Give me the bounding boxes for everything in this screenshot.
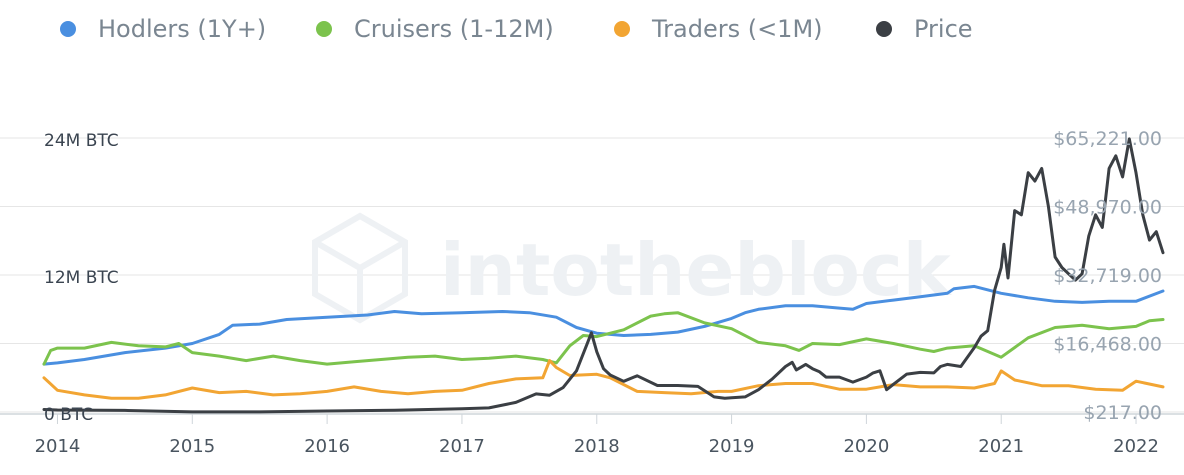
y-right-tick-label: $48,970.00 [1053,197,1162,219]
y-axis-left: 24M BTC 12M BTC 0 BTC [44,131,119,425]
legend-label: Hodlers (1Y+) [98,15,266,43]
legend-label: Cruisers (1-12M) [354,15,554,43]
legend-item-traders-1m[interactable]: Traders (<1M) [614,15,823,43]
y-right-tick-label: $16,468.00 [1053,334,1162,356]
x-tick-label: 2020 [843,436,889,457]
x-tick-label: 2016 [304,436,350,457]
legend-marker [60,21,76,37]
series-line-traders-1m [42,359,1165,400]
y-left-tick-label: 12M BTC [44,268,119,288]
y-left-tick-label: 0 BTC [44,405,93,425]
legend-marker [316,21,332,37]
series-line-price [42,137,1165,414]
x-tick-label: 2019 [709,436,755,457]
y-right-tick-label: $217.00 [1083,402,1162,424]
series-layer [42,137,1165,414]
legend-label: Traders (<1M) [651,15,823,43]
x-tick-label: 2021 [978,436,1024,457]
legend: Hodlers (1Y+) Cruisers (1-12M) Traders (<1… [60,15,973,43]
y-axis-right: $65,221.00 $48,970.00 $32,719.00 $16,468.00… [1053,128,1162,424]
x-tick-label: 2018 [574,436,620,457]
series-line-cruisers-1-12m [42,311,1165,366]
y-left-tick-label: 24M BTC [44,131,119,151]
y-right-tick-label: $65,221.00 [1053,128,1162,150]
x-tick-label: 2017 [439,436,485,457]
x-axis: 2014 2015 2016 2017 2018 2019 2020 2021 2022 [35,414,1159,457]
legend-item-hodlers-1y[interactable]: Hodlers (1Y+) [60,15,266,43]
legend-marker [614,21,630,37]
x-tick-label: 2014 [35,436,81,457]
x-tick-label: 2015 [169,436,215,457]
legend-item-cruisers-1-12m[interactable]: Cruisers (1-12M) [316,15,554,43]
legend-marker [876,21,892,37]
x-tick-label: 2022 [1113,436,1159,457]
series-line-hodlers-1y [42,284,1165,366]
watermark-logo-icon [312,212,408,324]
watermark: intotheblock [312,212,953,324]
watermark-text: intotheblock [440,228,953,312]
legend-item-price[interactable]: Price [876,15,973,43]
y-right-tick-label: $32,719.00 [1053,265,1162,287]
legend-label: Price [914,15,973,43]
